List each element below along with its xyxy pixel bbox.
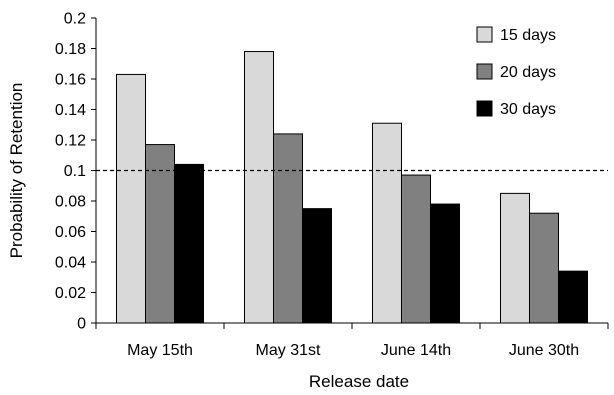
legend-swatch	[476, 100, 493, 117]
bar-30-days-may-15th	[174, 163, 204, 324]
y-tick-label: 0.04	[55, 255, 86, 272]
bar-30-days-june-14th	[430, 203, 460, 324]
bar-15-days-may-31st	[244, 51, 274, 324]
legend-label: 20 days	[500, 64, 556, 81]
x-tick-label: June 30th	[509, 342, 579, 359]
axes: 0 0.02 0.04 0.06 0.08 0.1 0.12 0.14 0.16 0.18 0.2 M…	[55, 11, 609, 359]
bar-15-days-june-14th	[372, 122, 402, 324]
y-tick-label: 0.16	[55, 72, 86, 89]
plot-area	[96, 51, 608, 324]
bar-20-days-may-31st	[273, 133, 303, 324]
y-tick-label: 0	[77, 316, 86, 333]
y-tick-label: 0.12	[55, 133, 86, 150]
bar-30-days-june-30th	[558, 270, 588, 324]
y-axis-title: Probability of Retention	[7, 83, 26, 259]
x-axis-title: Release date	[309, 372, 409, 391]
x-tick-label: June 14th	[381, 342, 451, 359]
y-tick-label: 0.02	[55, 285, 86, 302]
bar-20-days-may-15th	[145, 144, 175, 324]
bar-20-days-june-30th	[529, 212, 559, 324]
legend-swatch	[476, 63, 493, 80]
y-tick-label: 0.18	[55, 41, 86, 58]
legend: 15 days 20 days 30 days	[476, 26, 556, 118]
legend-label: 15 days	[500, 27, 556, 44]
bar-30-days-may-31st	[302, 208, 332, 324]
x-tick-label: May 31st	[256, 342, 321, 359]
y-tick-label: 0.2	[64, 11, 86, 28]
bar-20-days-june-14th	[401, 174, 431, 324]
bar-15-days-june-30th	[500, 192, 530, 324]
y-tick-label: 0.14	[55, 102, 86, 119]
y-tick-label: 0.06	[55, 224, 86, 241]
legend-label: 30 days	[500, 101, 556, 118]
y-tick-label: 0.08	[55, 194, 86, 211]
legend-swatch	[476, 26, 493, 43]
bar-15-days-may-15th	[116, 73, 146, 324]
y-tick-label: 0.1	[64, 163, 86, 180]
x-tick-label: May 15th	[127, 342, 193, 359]
